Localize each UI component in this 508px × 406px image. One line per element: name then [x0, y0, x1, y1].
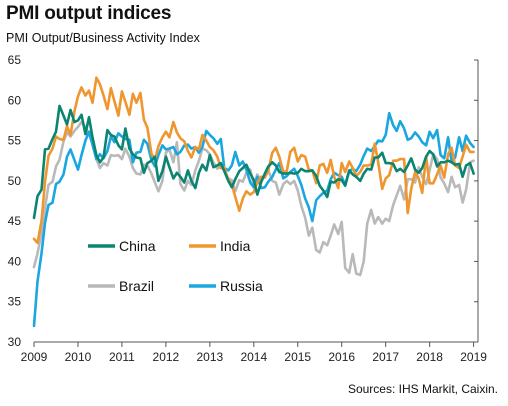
x-tick-label: 2018 — [416, 350, 443, 364]
series-lines — [32, 76, 475, 328]
source-note: Sources: IHS Markit, Caixin. — [347, 382, 498, 396]
legend: China India Brazil Russia — [88, 238, 263, 294]
x-tick-label: 2014 — [240, 350, 267, 364]
x-tick-label: 2016 — [328, 350, 355, 364]
y-tick-label: 55 — [8, 134, 22, 148]
axes: 30 35 40 45 50 55 60 65 2009 2010 2011 2012 2013 2014… — [8, 53, 488, 364]
x-tick-label: 2019 — [460, 350, 487, 364]
series-line-russia — [32, 111, 475, 328]
legend-label-russia: Russia — [220, 278, 263, 294]
y-tick-label: 30 — [8, 335, 22, 349]
x-tick-label: 2017 — [372, 350, 399, 364]
legend-label-india: India — [220, 238, 251, 254]
x-tick-label: 2010 — [65, 350, 92, 364]
y-tick-label: 35 — [8, 295, 22, 309]
y-tick-label: 65 — [8, 53, 22, 67]
legend-label-china: China — [119, 238, 156, 254]
x-tick-label: 2015 — [284, 350, 311, 364]
y-tick-label: 45 — [8, 214, 22, 228]
series-line-india — [32, 76, 475, 245]
y-tick-label: 40 — [8, 254, 22, 268]
y-tick-label: 50 — [8, 174, 22, 188]
x-tick-label: 2011 — [109, 350, 135, 364]
series-line-china — [32, 104, 475, 220]
x-tick-label: 2012 — [153, 350, 180, 364]
x-tick-label: 2013 — [196, 350, 223, 364]
y-tick-label: 60 — [8, 93, 22, 107]
legend-label-brazil: Brazil — [119, 278, 154, 294]
chart-subtitle: PMI Output/Business Activity Index — [6, 31, 200, 45]
chart-title: PMI output indices — [6, 3, 172, 24]
x-tick-label: 2009 — [21, 350, 48, 364]
